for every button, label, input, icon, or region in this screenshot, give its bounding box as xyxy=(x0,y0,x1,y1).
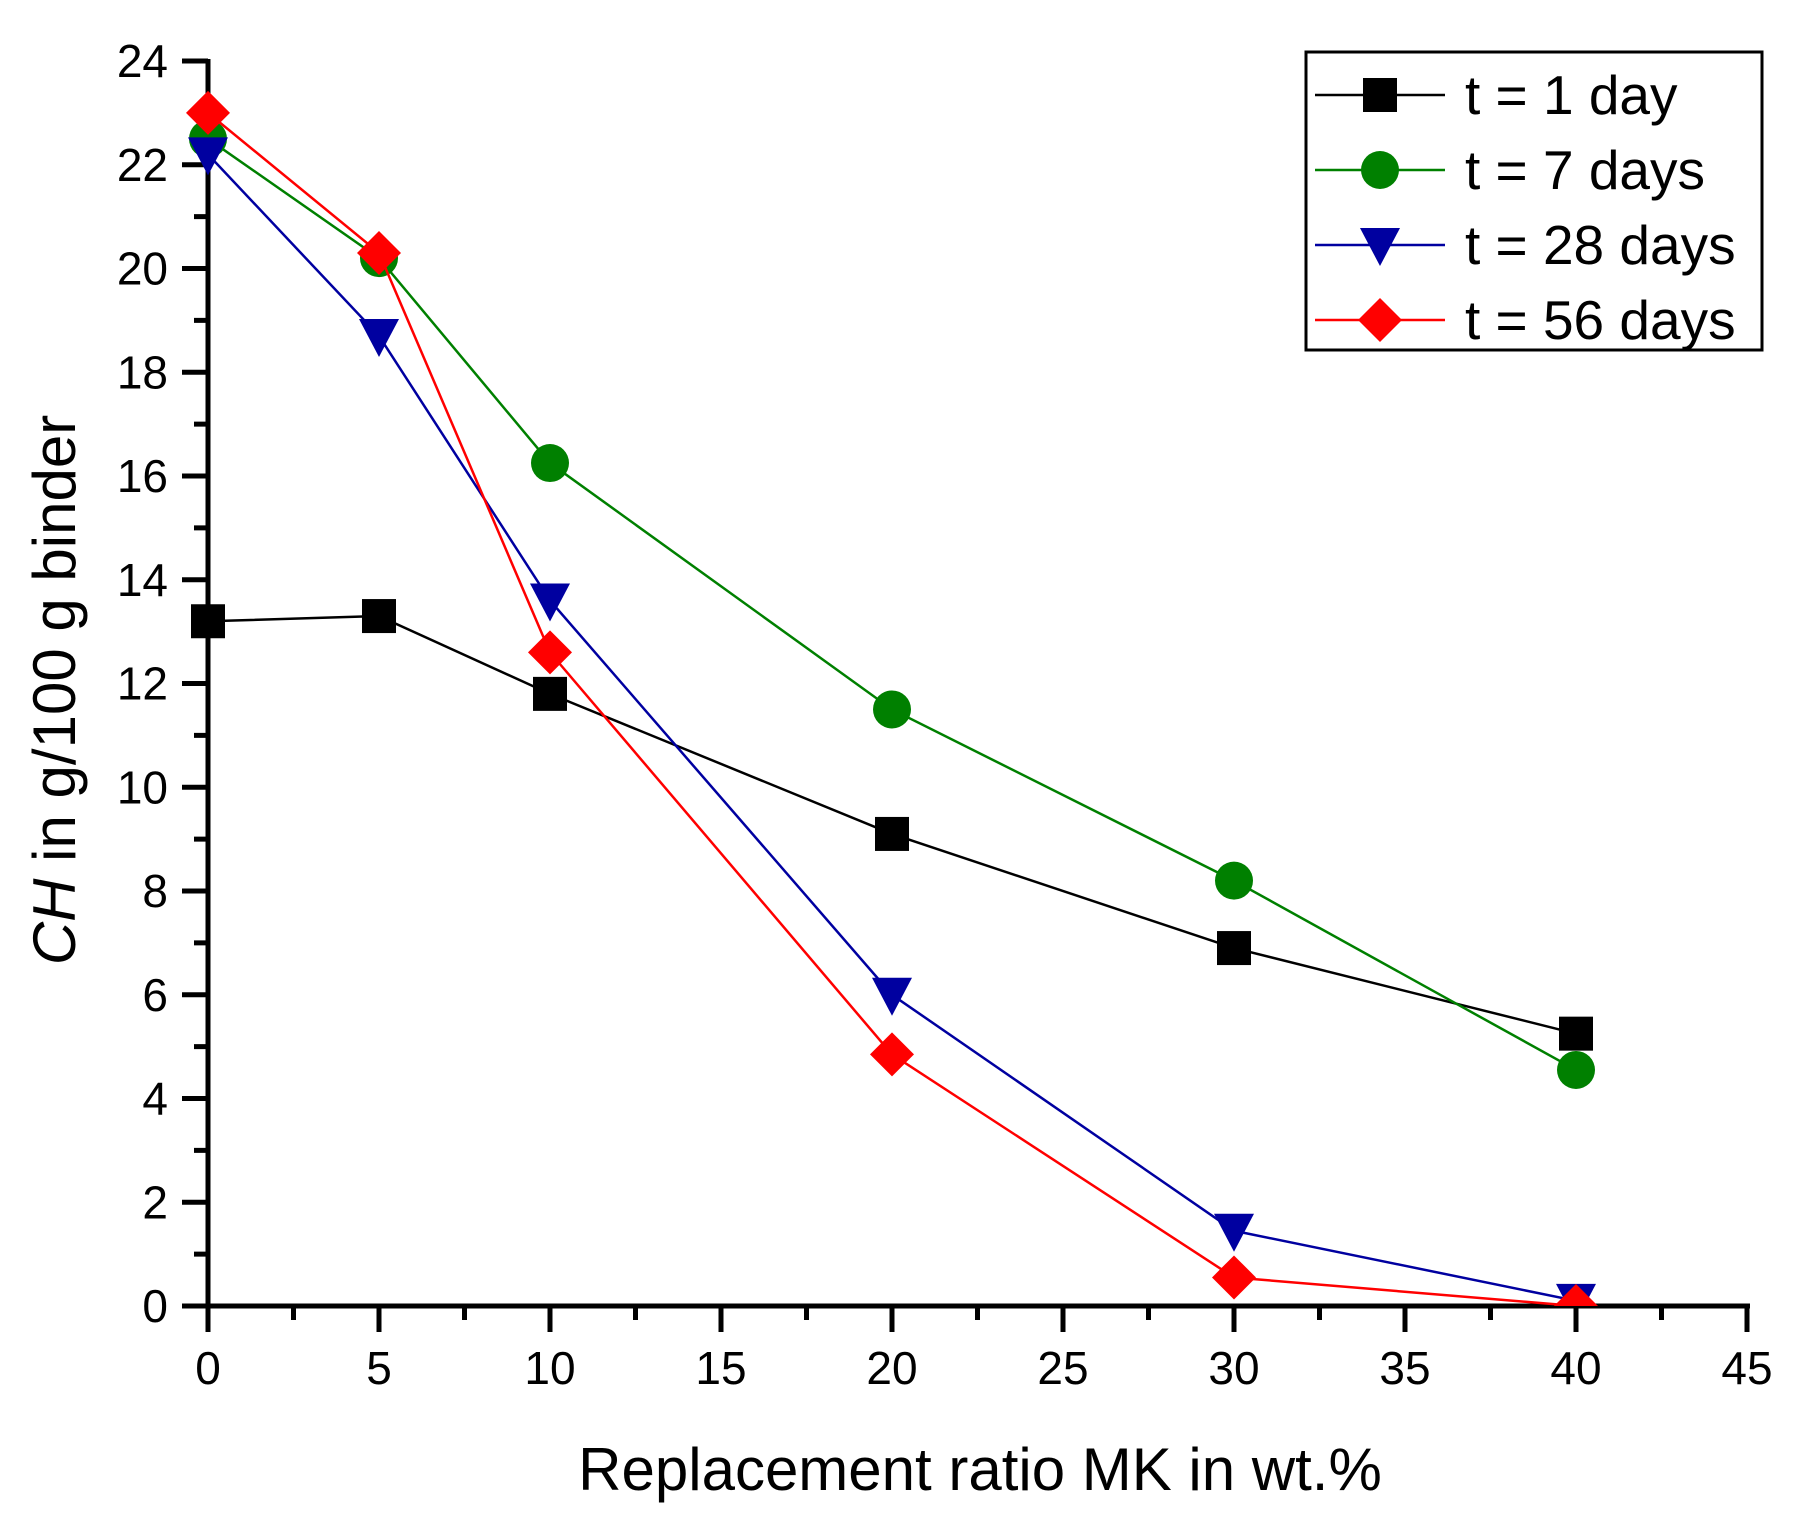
data-point-square xyxy=(1559,1016,1593,1051)
series-line xyxy=(207,111,1577,1306)
y-tick-label: 8 xyxy=(142,865,168,917)
data-point-circle xyxy=(1215,861,1253,900)
y-axis-label-italic: CH xyxy=(21,878,88,965)
data-point-triangle-down xyxy=(1214,1213,1254,1252)
y-axis-label: CH in g/100 g binder xyxy=(21,415,88,965)
y-tick-label: 4 xyxy=(142,1073,168,1125)
x-tick-label: 20 xyxy=(866,1342,917,1394)
y-tick-label: 22 xyxy=(117,139,168,191)
legend: t = 1 day t = 7 days t = 28 days t = 56 day… xyxy=(1304,50,1764,352)
data-point-square xyxy=(1217,931,1251,966)
x-tick-label: 30 xyxy=(1208,1342,1259,1394)
y-tick-label: 2 xyxy=(142,1176,168,1228)
series-4 xyxy=(186,90,1598,1306)
y-tick-label: 16 xyxy=(117,450,168,502)
data-point-diamond xyxy=(528,630,572,675)
y-tick-label: 20 xyxy=(117,243,168,295)
data-point-diamond xyxy=(1212,1255,1256,1300)
legend-marker-triangle-down xyxy=(1360,228,1400,266)
y-axis-label-rest: in g/100 g binder xyxy=(21,415,88,879)
series-2 xyxy=(189,119,1595,1089)
data-point-triangle-down xyxy=(359,318,399,357)
y-tick-label: 24 xyxy=(117,35,168,87)
series-line xyxy=(207,137,1577,1072)
data-point-triangle-down xyxy=(188,137,228,176)
data-point-circle xyxy=(1557,1050,1595,1089)
y-tick-label: 0 xyxy=(142,1280,168,1332)
data-point-triangle-down xyxy=(872,977,912,1016)
legend-label: t = 7 days xyxy=(1465,139,1705,201)
y-tick-label: 6 xyxy=(142,969,168,1021)
y-tick-label: 10 xyxy=(117,761,168,813)
data-point-diamond xyxy=(186,90,230,135)
y-tick-label: 14 xyxy=(117,554,168,606)
series-line xyxy=(207,153,1577,1303)
x-axis-label: Replacement ratio MK in wt.% xyxy=(578,1436,1382,1503)
data-point-circle xyxy=(873,690,911,729)
legend-marker-diamond xyxy=(1358,298,1402,342)
x-tick-label: 5 xyxy=(366,1342,392,1394)
legend-label: t = 1 day xyxy=(1465,64,1678,126)
x-tick-label: 40 xyxy=(1550,1342,1601,1394)
x-tick-label: 15 xyxy=(695,1342,746,1394)
series-line xyxy=(207,614,1577,1035)
legend-label: t = 28 days xyxy=(1465,214,1736,276)
data-point-square xyxy=(362,599,396,634)
x-tick-label: 45 xyxy=(1721,1342,1772,1394)
data-point-diamond xyxy=(870,1032,914,1077)
data-point-circle xyxy=(531,444,569,483)
legend-marker-circle xyxy=(1361,151,1399,189)
data-point-square xyxy=(191,604,225,639)
y-tick-label: 18 xyxy=(117,346,168,398)
x-tick-label: 10 xyxy=(524,1342,575,1394)
x-tick-label: 35 xyxy=(1379,1342,1430,1394)
data-point-diamond xyxy=(357,230,401,275)
series-1 xyxy=(191,599,1593,1051)
y-tick-label: 12 xyxy=(117,658,168,710)
legend-marker-square xyxy=(1363,78,1397,112)
x-tick-label: 25 xyxy=(1037,1342,1088,1394)
series-group xyxy=(186,90,1598,1306)
data-point-diamond xyxy=(1554,1284,1598,1306)
data-point-triangle-down xyxy=(530,583,570,622)
legend-label: t = 56 days xyxy=(1465,289,1736,351)
data-point-square xyxy=(533,676,567,711)
x-tick-label: 0 xyxy=(195,1342,221,1394)
data-point-square xyxy=(875,816,909,851)
